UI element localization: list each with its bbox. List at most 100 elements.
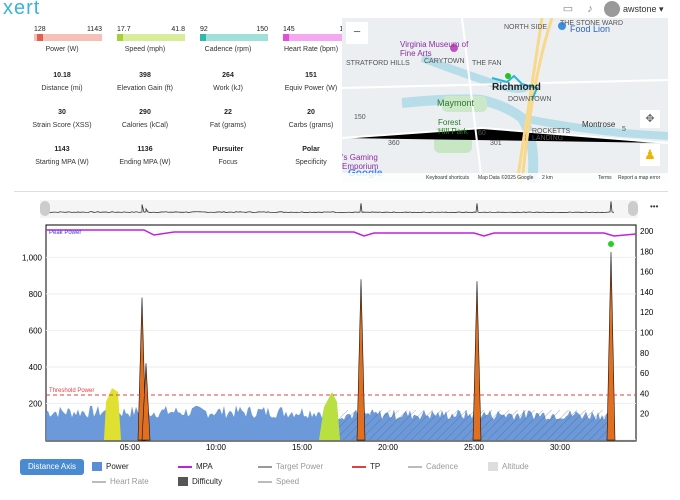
effort-burst	[319, 392, 340, 440]
range-min: 128	[34, 26, 46, 33]
legend-swatch	[178, 465, 192, 468]
stat-value: 151	[305, 72, 317, 79]
y-tick-right: 140	[640, 288, 654, 297]
legend-item-heart-rate[interactable]: Heart Rate	[92, 477, 149, 486]
legend-item-mpa[interactable]: MPA	[178, 462, 213, 471]
range-0: 128 1143	[34, 26, 102, 41]
stat-value: 290	[139, 109, 151, 116]
stat-label: Starting MPA (W)	[35, 159, 89, 166]
stat-value: 10.18	[53, 72, 71, 79]
effort-burst	[104, 388, 121, 440]
bell-icon[interactable]: ♪	[587, 3, 593, 15]
share-icon[interactable]: ▭	[562, 3, 574, 15]
stat-label: Calories (kCal)	[121, 122, 169, 129]
stat-label: Focus	[218, 159, 238, 166]
x-tick: 30:00	[550, 443, 571, 452]
stat-label: Strain Score (XSS)	[32, 122, 92, 129]
activity-chart[interactable]: Peak Power Threshold Power 1,000 800 600 40…	[14, 192, 668, 452]
stat-value: Pursuiter	[212, 146, 244, 153]
legend-label: Target Power	[276, 462, 324, 471]
legend-item-tp[interactable]: TP	[352, 462, 380, 471]
distance-axis-button[interactable]: Distance Axis	[20, 459, 84, 475]
mpa-line	[46, 229, 637, 237]
range-min: 17.7	[117, 26, 131, 33]
stat-label: Equiv Power (W)	[284, 85, 338, 92]
x-tick: 10:00	[206, 443, 227, 452]
power-spike	[606, 251, 616, 441]
range-marker	[117, 34, 123, 41]
route-badge-5: 5	[622, 126, 626, 133]
range-label: Heart Rate (bpm)	[283, 46, 339, 53]
xert-logo[interactable]: xert	[3, 0, 41, 19]
legend-label: Cadence	[426, 462, 459, 471]
range-min: 92	[200, 26, 208, 33]
stat-value: 398	[139, 72, 151, 79]
chart-menu-button[interactable]: •••	[650, 202, 659, 211]
x-tick: 15:00	[292, 443, 313, 452]
map-label-carytown: CARYTOWN	[424, 58, 465, 65]
stat-value: 264	[222, 72, 234, 79]
legend-item-speed[interactable]: Speed	[258, 477, 299, 486]
legend-item-difficulty[interactable]: Difficulty	[178, 477, 222, 486]
map-label-north: NORTH SIDE	[504, 24, 548, 31]
street-view-icon[interactable]: ♟	[640, 144, 660, 166]
report-error-link[interactable]: Report a map error	[618, 175, 661, 181]
stat-label: Ending MPA (W)	[119, 159, 171, 166]
y-tick-right: 20	[640, 410, 649, 419]
keyboard-shortcuts-link[interactable]: Keyboard shortcuts	[426, 175, 470, 181]
range-min: 145	[283, 26, 295, 33]
map-label-food: Food Lion	[570, 24, 611, 34]
route-map[interactable]: THE STONE WARD NORTH SIDE Virginia Museu…	[342, 18, 668, 183]
map-label-gaming: 's Gaming Emporium	[342, 153, 379, 171]
x-tick: 05:00	[120, 443, 141, 452]
range-label: Speed (mph)	[124, 46, 166, 53]
x-tick: 20:00	[378, 443, 399, 452]
terms-link[interactable]: Terms	[598, 175, 612, 181]
stat-value: 22	[224, 109, 232, 116]
range-max: 41.8	[171, 26, 185, 33]
legend-label: Heart Rate	[110, 477, 149, 486]
legend-item-altitude[interactable]: Altitude	[488, 462, 529, 471]
username[interactable]: awstone ▾	[623, 4, 664, 14]
legend-item-cadence[interactable]: Cadence	[408, 462, 458, 471]
zoom-out-button[interactable]: −	[346, 22, 368, 44]
threshold-power-label: Threshold Power	[49, 388, 94, 394]
overview-power-line	[45, 201, 615, 214]
x-tick: 25:00	[464, 443, 485, 452]
route-badge-360: 360	[388, 140, 400, 147]
stat-label: Elevation Gain (ft)	[116, 85, 174, 92]
map-label-rockett: ROCKETTS LANDING	[532, 128, 571, 142]
stat-label: Distance (mi)	[41, 85, 83, 92]
map-label-stratford: STRATFORD HILLS	[346, 60, 410, 67]
stat-value: 30	[58, 109, 66, 116]
map-data-credit: Map Data ©2025 Google	[478, 175, 534, 181]
range-label: Power (W)	[45, 46, 79, 53]
range-3: 145176	[283, 26, 351, 41]
y-tick-left: 400	[29, 363, 43, 372]
map-label-forest: Forest Hill Park	[438, 118, 468, 136]
range-marker	[283, 34, 289, 41]
app-header: xert ▭ ♪ awstone ▾	[0, 0, 680, 19]
legend-label: TP	[370, 462, 381, 471]
legend-label: Difficulty	[192, 477, 223, 486]
avatar[interactable]	[604, 1, 620, 17]
y-tick-left: 800	[29, 290, 43, 299]
overview-navigator	[40, 200, 638, 218]
legend-label: Power	[106, 462, 129, 471]
stat-calories-kcal-: 290 Calories (kCal)	[105, 109, 185, 129]
legend-item-target-power[interactable]: Target Power	[258, 462, 323, 471]
legend-swatch	[258, 480, 272, 483]
pan-control-icon[interactable]: ✥	[640, 110, 660, 128]
stat-ending-mpa-w-: 1136 Ending MPA (W)	[105, 146, 185, 166]
legend-item-power[interactable]: Power	[92, 462, 129, 471]
stat-label: Fat (grams)	[209, 122, 247, 129]
range-bar	[34, 34, 102, 41]
map-label-downtown: DOWNTOWN	[508, 96, 552, 103]
y-tick-right: 200	[640, 227, 654, 236]
stat-value: 20	[307, 109, 315, 116]
legend-swatch	[92, 462, 102, 471]
map-label-montrose: Montrose	[582, 120, 616, 129]
navigator-left-handle	[40, 201, 50, 216]
stat-distance-mi-: 10.18 Distance (mi)	[22, 72, 102, 92]
power-spike	[141, 363, 151, 441]
